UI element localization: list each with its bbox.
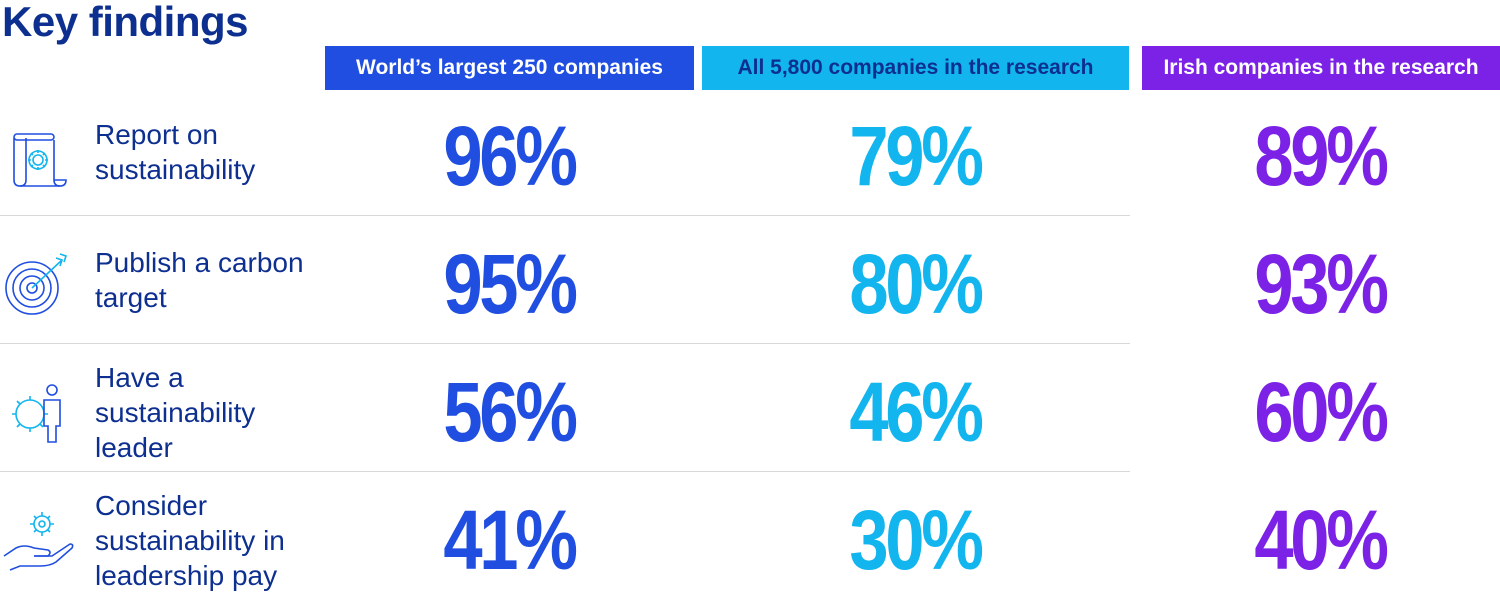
row-divider: [0, 343, 1130, 344]
row-label-line: sustainability in: [95, 525, 285, 556]
data-value: 96%: [443, 109, 578, 203]
data-value: 80%: [849, 237, 984, 331]
row-label-line: leadership pay: [95, 560, 278, 591]
row-label-line: target: [95, 282, 167, 313]
row-label: Publish a carbon target: [95, 245, 325, 315]
data-value: 60%: [1254, 365, 1389, 459]
data-value: 79%: [849, 109, 984, 203]
data-value: 95%: [443, 237, 578, 331]
target-arrow-icon: [0, 244, 76, 320]
table-row: Report on sustainability 96% 79% 89%: [0, 100, 1500, 228]
row-label-line: Have a: [95, 362, 184, 393]
page-title: Key findings: [2, 0, 249, 45]
data-value: 56%: [443, 365, 578, 459]
row-label-line: sustainability: [95, 154, 256, 185]
table-row: Consider sustainability in leadership pay 4…: [0, 484, 1500, 612]
row-label-line: Report on: [95, 119, 218, 150]
row-label-line: Consider: [95, 490, 208, 521]
table-row: Publish a carbon target 95% 80% 93%: [0, 228, 1500, 356]
data-value: 89%: [1254, 109, 1389, 203]
hand-gear-icon: [0, 498, 76, 574]
row-label-line: leader: [95, 432, 173, 463]
gear-person-icon: [0, 370, 76, 446]
data-value: 30%: [849, 493, 984, 587]
column-header-0: World’s largest 250 companies: [325, 46, 694, 90]
column-header-1: All 5,800 companies in the research: [702, 46, 1129, 90]
data-value: 40%: [1254, 493, 1389, 587]
row-label: Report on sustainability: [95, 117, 325, 187]
table-row: Have a sustainability leader 56% 46% 60%: [0, 356, 1500, 484]
row-divider: [0, 471, 1130, 472]
data-value: 46%: [849, 365, 984, 459]
row-label: Consider sustainability in leadership pay: [95, 488, 325, 593]
row-label-line: sustainability: [95, 397, 256, 428]
row-label: Have a sustainability leader: [95, 360, 325, 465]
row-divider: [0, 215, 1130, 216]
document-gear-icon: [0, 116, 76, 192]
data-value: 93%: [1254, 237, 1389, 331]
column-header-2: Irish companies in the research: [1142, 46, 1500, 90]
data-value: 41%: [443, 493, 578, 587]
row-label-line: Publish a carbon: [95, 247, 304, 278]
